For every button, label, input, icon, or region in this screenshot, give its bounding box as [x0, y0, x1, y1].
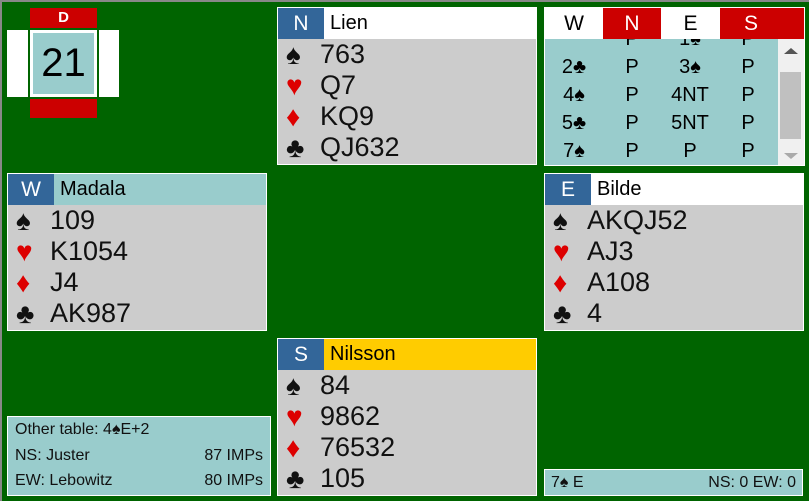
scroll-down-icon[interactable] [784, 153, 798, 159]
auction-bid: 4NT [671, 83, 709, 106]
auction-bid: P [719, 39, 777, 51]
scroll-thumb[interactable] [780, 72, 801, 139]
auction-header-north: N [603, 8, 661, 39]
diamonds-cards: KQ9 [320, 101, 375, 131]
player-name: Nilsson [330, 343, 396, 365]
dealer-indicator: D [30, 8, 97, 28]
vulnerability-east [99, 30, 119, 97]
contract-score: NS: 0 EW: 0 [708, 473, 796, 491]
auction-row: 4♠ P 4NT P [545, 81, 778, 109]
auction-bid: 5♣ [561, 111, 587, 134]
scroll-up-icon[interactable] [784, 48, 798, 54]
auction-row: P1♠P [545, 39, 778, 53]
contract-panel: 7♠ E NS: 0 EW: 0 [544, 469, 803, 496]
spade-icon: ♠ [16, 204, 31, 236]
auction-bid: P [741, 83, 755, 106]
player-name: Lien [330, 12, 368, 34]
auction-row: 5♣ P 5NT P [545, 109, 778, 137]
heart-icon: ♥ [16, 235, 33, 267]
hearts-cards: 9862 [320, 401, 381, 431]
contract-text: 7♠ E [551, 473, 584, 491]
diamond-icon: ♦ [286, 100, 301, 132]
auction-bid: P [683, 139, 697, 162]
ew-score: 80 IMPs [204, 472, 263, 489]
auction-bid: P [741, 139, 755, 162]
clubs-cards: 4 [587, 298, 603, 328]
player-name: Bilde [597, 178, 642, 200]
clubs-cards: QJ632 [320, 132, 400, 162]
spades-cards: 763 [320, 39, 366, 69]
board-number: 21 [30, 30, 97, 97]
auction-bid: P [625, 111, 639, 134]
hearts-cards: Q7 [320, 70, 357, 100]
spades-cards: AKQJ52 [587, 205, 688, 235]
auction-bid: 7♠ [563, 139, 585, 162]
diamond-icon: ♦ [286, 431, 301, 463]
diamonds-cards: J4 [50, 267, 79, 297]
spade-icon: ♠ [286, 369, 301, 401]
ns-team: NS: Juster [15, 447, 90, 464]
auction-bid: 5NT [671, 111, 709, 134]
auction-header-west: W [564, 11, 584, 35]
auction-bid: 2♣ [561, 55, 587, 78]
hand-west: W Madala ♠ 109 ♥ K1054 ♦ J4 ♣ AK987 [7, 173, 267, 331]
diamonds-cards: A108 [587, 267, 651, 297]
club-icon: ♣ [286, 462, 305, 494]
diamonds-cards: 76532 [320, 432, 396, 462]
heart-icon: ♥ [286, 69, 303, 101]
diamond-icon: ♦ [553, 266, 568, 298]
spade-icon: ♠ [286, 38, 301, 70]
auction-bid: 1♠ [661, 39, 719, 51]
hearts-cards: AJ3 [587, 236, 634, 266]
ew-team: EW: Lebowitz [15, 472, 113, 489]
auction-bid: P [603, 39, 661, 51]
hearts-cards: K1054 [50, 236, 129, 266]
auction-row: 2♣ P 3♠ P [545, 53, 778, 81]
clubs-cards: AK987 [50, 298, 132, 328]
auction-header-east: E [683, 11, 698, 35]
diamond-icon: ♦ [16, 266, 31, 298]
auction-scrollbar[interactable] [778, 39, 804, 165]
direction-label: E [545, 174, 591, 205]
auction-row: 7♠ P P P [545, 137, 778, 165]
spades-cards: 109 [50, 205, 96, 235]
vulnerability-south [30, 99, 97, 118]
hand-north: N Lien ♠ 763 ♥ Q7 ♦ KQ9 ♣ QJ632 [277, 7, 537, 165]
hand-east: E Bilde ♠ AKQJ52 ♥ AJ3 ♦ A108 ♣ 4 [544, 173, 804, 331]
club-icon: ♣ [553, 297, 572, 329]
other-table-result: Other table: 4♠E+2 [15, 421, 150, 438]
vulnerability-west [7, 30, 28, 97]
auction-bid: P [625, 55, 639, 78]
heart-icon: ♥ [286, 400, 303, 432]
direction-label: N [278, 8, 324, 39]
direction-label: S [278, 339, 324, 370]
player-name: Madala [60, 178, 126, 200]
auction-header-south: S [720, 8, 804, 39]
auction-bid: 4♠ [563, 83, 585, 106]
heart-icon: ♥ [553, 235, 570, 267]
spade-icon: ♠ [553, 204, 568, 236]
club-icon: ♣ [286, 131, 305, 163]
auction-bid: P [625, 83, 639, 106]
club-icon: ♣ [16, 297, 35, 329]
clubs-cards: 105 [320, 463, 366, 493]
ns-score: 87 IMPs [204, 447, 263, 464]
spades-cards: 84 [320, 370, 351, 400]
hand-south: S Nilsson ♠ 84 ♥ 9862 ♦ 76532 ♣ 105 [277, 338, 537, 496]
auction-bid: P [625, 139, 639, 162]
auction-bid: P [741, 55, 755, 78]
other-table-panel: Other table: 4♠E+2 NS: Juster 87 IMPs EW:… [7, 416, 271, 496]
auction-bid: P [741, 111, 755, 134]
direction-label: W [8, 174, 54, 205]
auction-bid: 3♠ [679, 55, 701, 78]
